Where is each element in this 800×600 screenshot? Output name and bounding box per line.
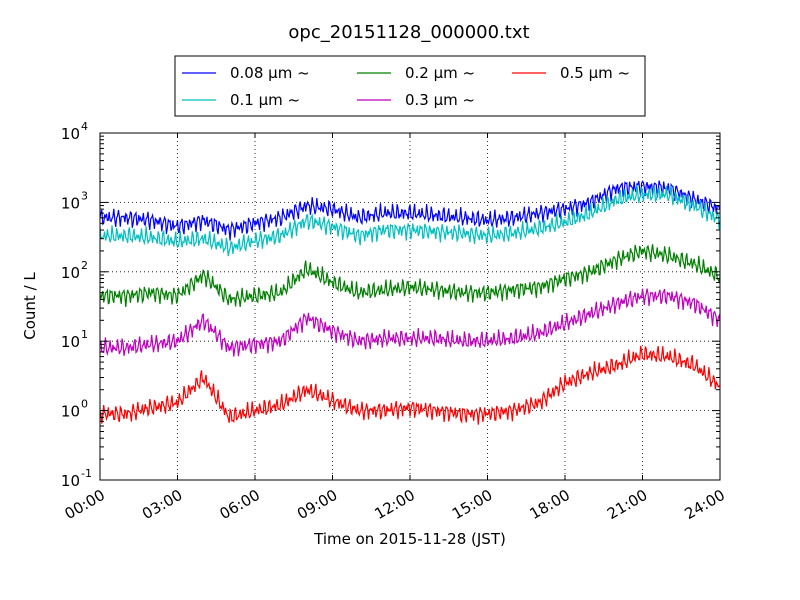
y-tick-exponent: 1: [81, 328, 88, 341]
legend: 0.08 μm ~ 0.1 μm ~ 0.2 μm ~ 0.3 μm ~ 0.5 μm …: [174, 55, 646, 117]
legend-label: 0.08 μm ~: [230, 64, 310, 82]
series-line: [99, 345, 721, 425]
y-tick-exponent: 3: [81, 189, 88, 202]
chart-title: opc_20151128_000000.txt: [288, 22, 529, 43]
series-line: [99, 288, 721, 357]
y-tick-exponent: 0: [81, 398, 88, 411]
axis-ticks: [99, 132, 721, 481]
series-line: [99, 185, 721, 257]
y-tick-exponent: -1: [81, 467, 92, 480]
legend-label: 0.5 μm ~: [560, 64, 630, 82]
legend-box: [174, 55, 646, 117]
series-line: [99, 180, 721, 241]
series-layer: [99, 180, 721, 425]
y-tick-exponent: 2: [81, 259, 88, 272]
legend-label: 0.1 μm ~: [230, 91, 300, 109]
y-tick-exponent: 4: [81, 120, 88, 133]
series-line: [99, 244, 721, 307]
x-axis-label: Time on 2015-11-28 (JST): [313, 530, 506, 548]
y-axis-label: Count / L: [21, 272, 39, 340]
legend-label: 0.2 μm ~: [405, 64, 475, 82]
legend-label: 0.3 μm ~: [405, 91, 475, 109]
